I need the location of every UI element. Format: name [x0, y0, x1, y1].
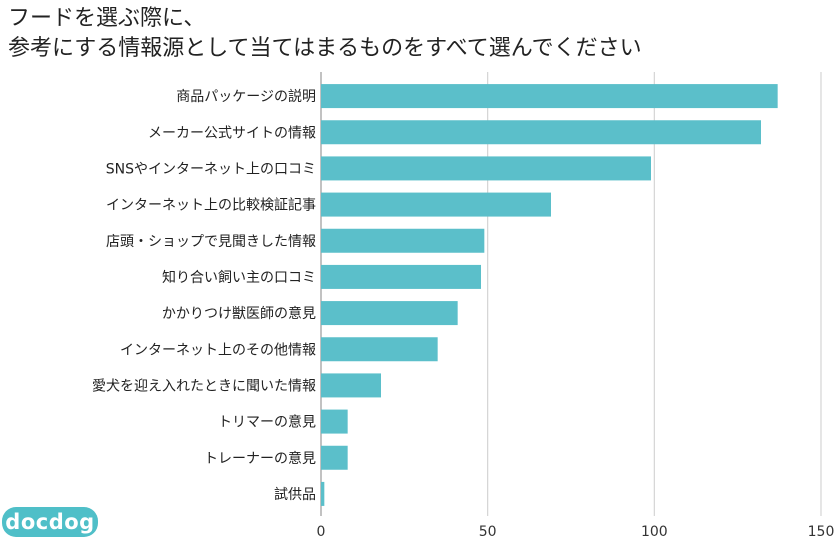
- bar-2: [321, 120, 761, 145]
- bar-9: [321, 373, 381, 398]
- bar-12: [321, 481, 325, 506]
- category-label-12: 試供品: [274, 487, 316, 503]
- x-tick-label-100: 100: [641, 524, 668, 540]
- x-tick-label-150: 150: [808, 524, 835, 540]
- docdog-logo: docdog: [2, 507, 98, 537]
- bar-1: [321, 84, 778, 109]
- category-label-9: 愛犬を迎え入れたときに聞いた情報: [92, 378, 316, 394]
- category-label-2: メーカー公式サイトの情報: [148, 125, 316, 141]
- chart-title-line-2: 参考にする情報源として当てはまるものをすべて選んでください: [8, 36, 642, 61]
- category-label-8: インターネット上のその他情報: [120, 342, 316, 358]
- category-label-3: SNSやインターネット上の口コミ: [106, 161, 316, 177]
- bar-10: [321, 409, 348, 434]
- category-label-6: 知り合い飼い主の口コミ: [162, 269, 316, 286]
- chart-title: フードを選ぶ際に、 参考にする情報源として当てはまるものをすべて選んでください: [8, 4, 642, 64]
- bar-7: [321, 301, 458, 326]
- chart-title-line-1: フードを選ぶ際に、: [8, 6, 206, 31]
- x-tick-label-0: 0: [317, 524, 326, 540]
- category-label-1: 商品パッケージの説明: [176, 89, 316, 105]
- category-label-10: トリマーの意見: [218, 414, 316, 431]
- bar-5: [321, 228, 485, 253]
- bar-3: [321, 156, 651, 181]
- x-tick-label-50: 50: [479, 524, 497, 540]
- category-label-5: 店頭・ショップで見聞きした情報: [106, 234, 316, 250]
- category-label-4: インターネット上の比較検証記事: [106, 197, 316, 214]
- bar-6: [321, 264, 481, 289]
- bar-4: [321, 192, 551, 217]
- bar-11: [321, 445, 348, 470]
- category-label-11: トレーナーの意見: [204, 450, 316, 467]
- bar-8: [321, 337, 438, 362]
- category-label-7: かかりつけ獣医師の意見: [162, 305, 316, 322]
